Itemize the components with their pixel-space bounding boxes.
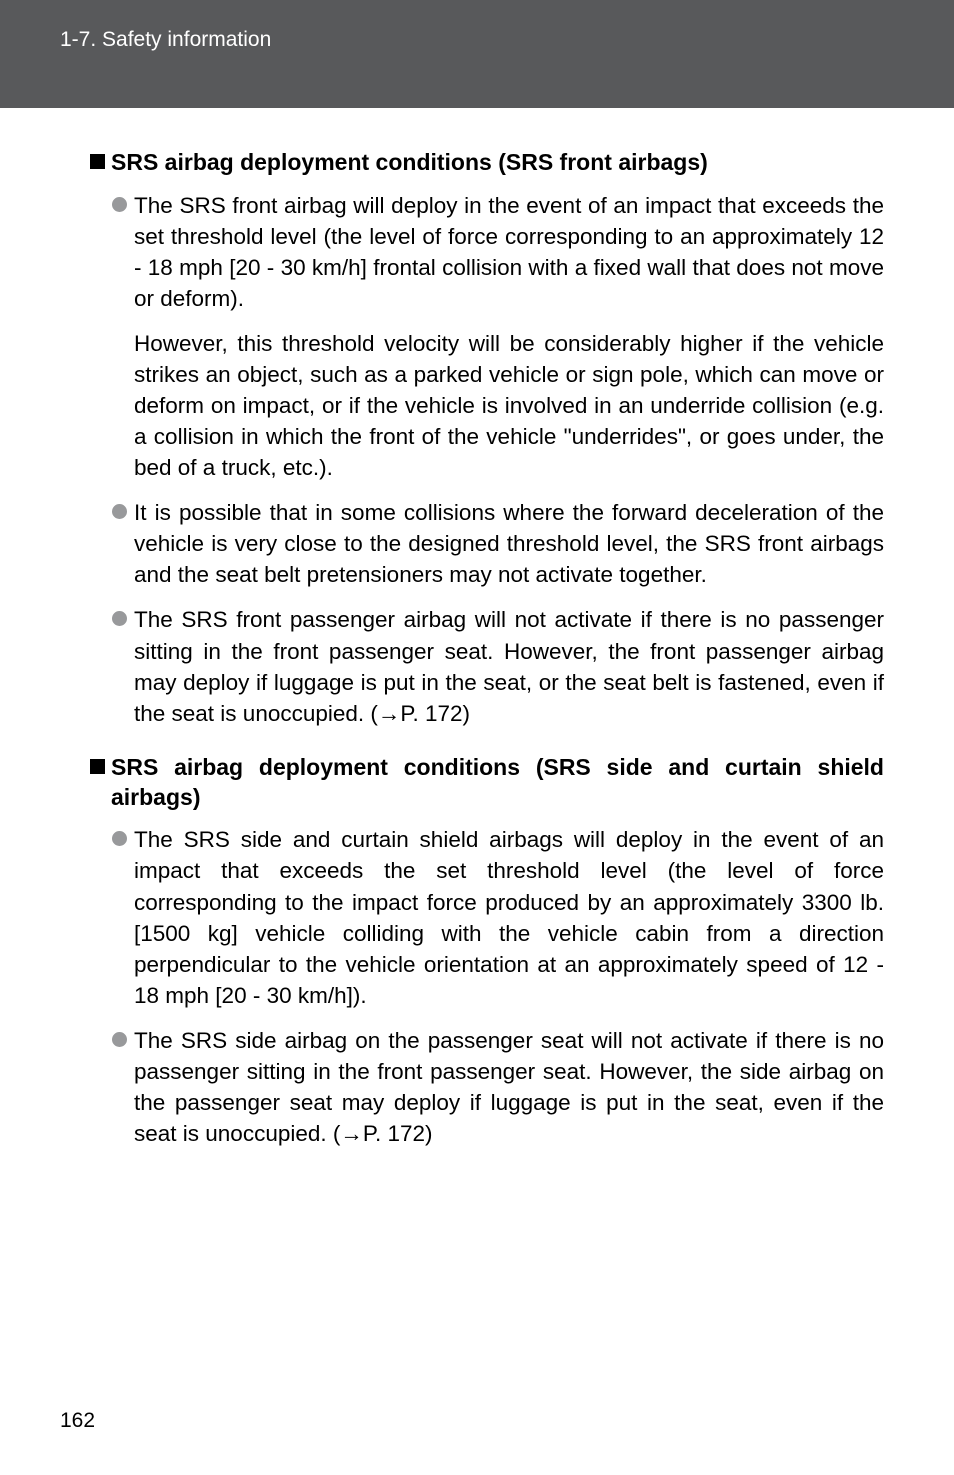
square-bullet-icon: [90, 154, 105, 169]
bullet-item: The SRS front airbag will deploy in the …: [112, 190, 884, 314]
circle-bullet-icon: [112, 1032, 127, 1047]
circle-bullet-icon: [112, 504, 127, 519]
square-bullet-icon: [90, 759, 105, 774]
bullet-text: The SRS front passenger airbag will not …: [134, 604, 884, 728]
circle-bullet-icon: [112, 611, 127, 626]
bullet-text: The SRS side and curtain shield airbags …: [134, 824, 884, 1010]
heading-text-1: SRS airbag deployment conditions (SRS fr…: [111, 148, 708, 178]
circle-bullet-icon: [112, 197, 127, 212]
bullet-text: It is possible that in some collisions w…: [134, 497, 884, 590]
continuation-text: However, this threshold velocity will be…: [134, 328, 884, 483]
section-heading-2: SRS airbag deployment conditions (SRS si…: [90, 753, 884, 813]
bullet-item: The SRS side airbag on the passenger sea…: [112, 1025, 884, 1149]
bullet-text: The SRS side airbag on the passenger sea…: [134, 1025, 884, 1149]
page-number: 162: [60, 1409, 95, 1433]
bullet-item: The SRS side and curtain shield airbags …: [112, 824, 884, 1010]
section-heading-1: SRS airbag deployment conditions (SRS fr…: [90, 148, 884, 178]
breadcrumb: 1-7. Safety information: [60, 28, 954, 52]
bullet-item: It is possible that in some collisions w…: [112, 497, 884, 590]
bullet-item: The SRS front passenger airbag will not …: [112, 604, 884, 728]
heading-text-2: SRS airbag deployment conditions (SRS si…: [111, 753, 884, 813]
bullet-text: The SRS front airbag will deploy in the …: [134, 190, 884, 314]
page-content: SRS airbag deployment conditions (SRS fr…: [0, 108, 954, 1149]
circle-bullet-icon: [112, 831, 127, 846]
header-bar: 1-7. Safety information: [0, 0, 954, 108]
